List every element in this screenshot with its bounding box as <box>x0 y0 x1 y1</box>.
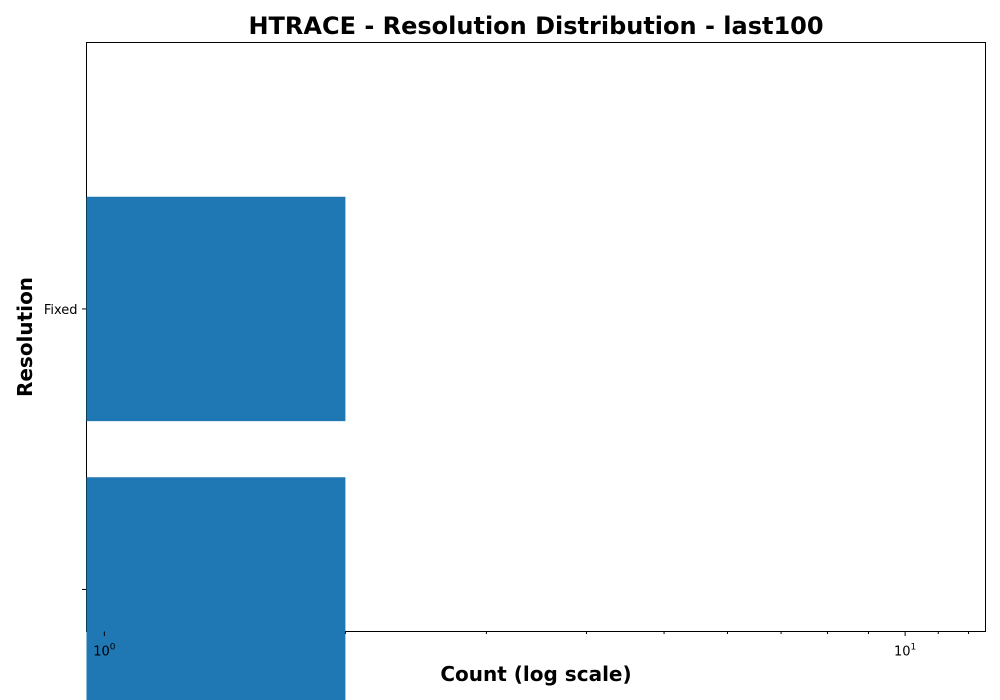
y-axis-ticks: Fixed <box>44 303 87 590</box>
bar-unlabeled <box>86 477 346 700</box>
x-axis-label: Count (log scale) <box>440 662 631 686</box>
bar-fixed <box>86 196 346 422</box>
x-tick-label: 100 <box>93 643 116 660</box>
bars <box>86 196 346 700</box>
x-axis-ticks: 100 101 <box>93 631 970 660</box>
chart-title: HTRACE - Resolution Distribution - last1… <box>248 12 823 40</box>
x-tick-label: 101 <box>894 643 916 660</box>
y-axis-label: Resolution <box>13 277 37 397</box>
y-tick-label: Fixed <box>44 303 78 318</box>
